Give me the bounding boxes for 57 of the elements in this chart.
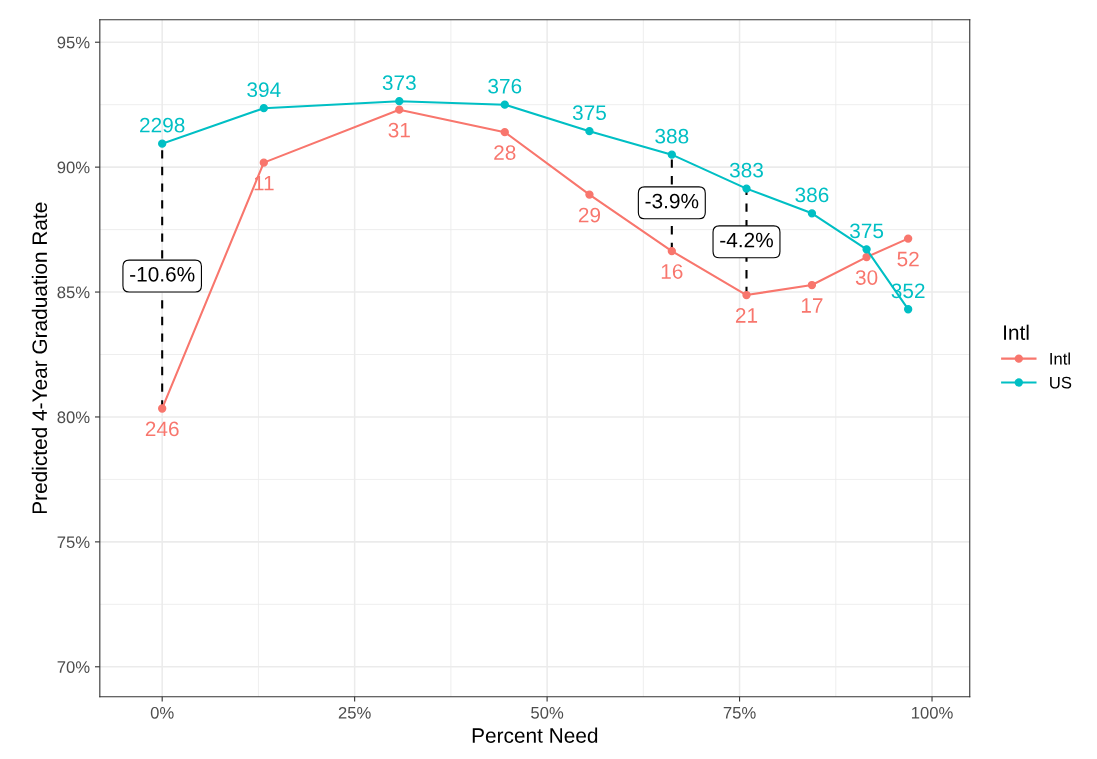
x-tick-label: 0% bbox=[150, 706, 174, 719]
annotation: 373 bbox=[382, 75, 416, 91]
annotation: 246 bbox=[145, 421, 179, 437]
y-tick-label: 70% bbox=[57, 661, 90, 673]
point bbox=[862, 245, 871, 254]
x-tick-label: 100% bbox=[911, 706, 953, 719]
annotation: 375 bbox=[850, 223, 884, 239]
annotation: 2298 bbox=[140, 117, 185, 133]
legend-title: Intl bbox=[1004, 324, 1029, 340]
annotation: 375 bbox=[572, 105, 606, 121]
point bbox=[585, 126, 594, 136]
point bbox=[742, 184, 751, 193]
y-tick-label: 95% bbox=[57, 36, 90, 49]
annotation: 30 bbox=[855, 270, 878, 285]
point bbox=[500, 127, 509, 137]
annotation: 383 bbox=[729, 162, 763, 178]
annotation: 28 bbox=[494, 145, 516, 160]
point bbox=[903, 305, 913, 314]
x-tick-label: 50% bbox=[531, 706, 564, 719]
x-axis-title: Percent Need bbox=[472, 727, 598, 743]
x-tick-label: 75% bbox=[723, 707, 756, 719]
annotation: 21 bbox=[735, 308, 758, 323]
point bbox=[158, 404, 167, 413]
point bbox=[500, 100, 509, 109]
point bbox=[667, 150, 676, 159]
point bbox=[862, 252, 871, 262]
point bbox=[395, 105, 404, 114]
point bbox=[158, 139, 167, 148]
annotation: -3.9% bbox=[645, 193, 699, 209]
annotation: 29 bbox=[578, 207, 601, 223]
y-tick-label: 75% bbox=[57, 536, 90, 549]
annotation: 17 bbox=[801, 298, 823, 313]
y-axis-title: Predicted 4-Year Graduation Rate bbox=[31, 202, 48, 514]
legend-label: US bbox=[1050, 376, 1072, 389]
point bbox=[807, 209, 817, 218]
point bbox=[585, 190, 594, 199]
y-tick-label: 85% bbox=[57, 286, 90, 299]
annotation: 376 bbox=[488, 78, 522, 94]
point bbox=[807, 280, 817, 290]
point bbox=[259, 104, 268, 113]
point bbox=[903, 234, 913, 243]
annotation: -10.6% bbox=[130, 266, 195, 282]
annotation: 388 bbox=[655, 128, 689, 144]
y-tick-label: 90% bbox=[57, 161, 90, 174]
annotation: 31 bbox=[388, 122, 410, 138]
point bbox=[395, 97, 404, 106]
point bbox=[742, 290, 751, 300]
annotation: 16 bbox=[661, 264, 683, 279]
annotation: 52 bbox=[897, 251, 919, 267]
y-tick-label: 80% bbox=[57, 411, 90, 424]
annotation: 394 bbox=[247, 82, 281, 98]
point bbox=[667, 246, 676, 256]
x-tick-label: 25% bbox=[338, 706, 371, 719]
annotation: 386 bbox=[795, 187, 829, 203]
point bbox=[259, 158, 268, 167]
legend-label: Intl bbox=[1050, 352, 1070, 365]
annotation: -4.2% bbox=[720, 232, 773, 248]
